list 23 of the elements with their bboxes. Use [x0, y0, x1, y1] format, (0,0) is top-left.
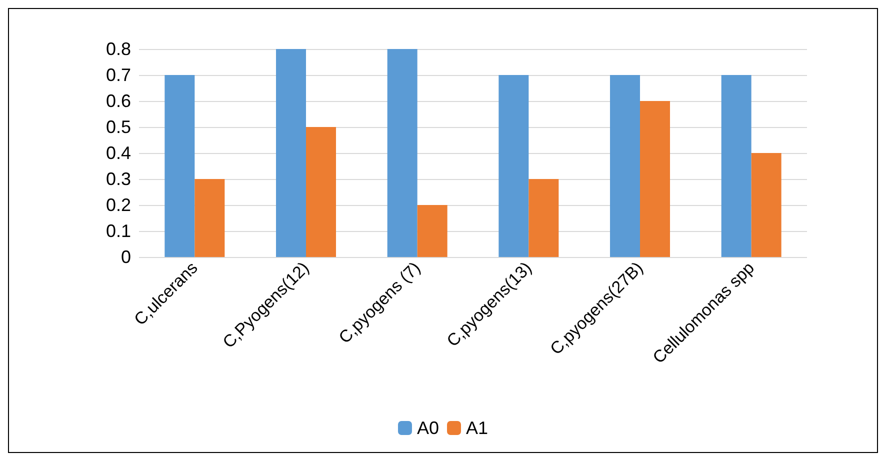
bar: [610, 75, 640, 257]
bar: [640, 101, 670, 257]
y-tick-label: 0.6: [106, 91, 131, 111]
y-tick-label: 0.7: [106, 65, 131, 85]
bar: [276, 49, 306, 257]
bar: [306, 127, 336, 257]
y-tick-label: 0.8: [106, 39, 131, 59]
y-tick-label: 0.1: [106, 221, 131, 241]
legend-label: A0: [416, 418, 440, 438]
bar: [498, 75, 529, 257]
bar: [164, 75, 195, 257]
bar: [528, 179, 559, 257]
y-tick-label: 0.3: [106, 169, 131, 189]
bar: [387, 49, 418, 257]
y-tick-label: 0.4: [106, 143, 131, 163]
bar: [751, 153, 782, 257]
bar: [194, 179, 225, 257]
bar: [721, 75, 752, 257]
bar: [417, 205, 448, 257]
y-tick-label: 0.5: [106, 117, 131, 137]
legend-label: A1: [466, 418, 488, 438]
y-tick-label: 0: [120, 247, 131, 267]
y-tick-label: 0.2: [106, 195, 131, 215]
